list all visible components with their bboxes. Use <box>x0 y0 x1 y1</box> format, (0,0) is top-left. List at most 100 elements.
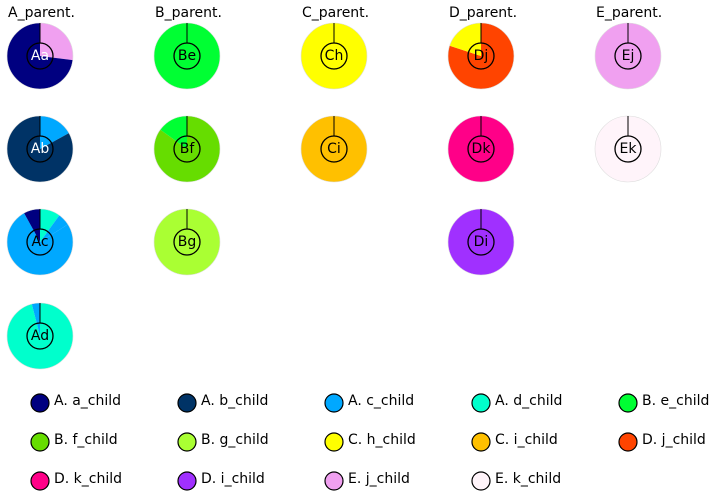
pie-slice <box>449 23 481 56</box>
legend-item: B. f_child <box>30 432 118 452</box>
legend-item: D. k_child <box>30 471 122 491</box>
legend-swatch <box>618 393 638 413</box>
legend-swatch <box>177 471 197 491</box>
pie-label: Ad <box>31 328 49 344</box>
pie-center-ring <box>320 42 348 70</box>
legend-label: A. d_child <box>495 393 562 409</box>
legend-item: C. i_child <box>471 432 558 452</box>
pie-ch: Ch <box>300 22 368 90</box>
pie-slice <box>31 303 40 336</box>
pie-center-ring <box>26 135 54 163</box>
legend-swatch <box>177 393 197 413</box>
legend-swatch <box>30 393 50 413</box>
legend-label: A. a_child <box>54 393 121 409</box>
pie-label: Dk <box>472 141 492 157</box>
legend-label: E. k_child <box>495 471 561 487</box>
legend-label: B. f_child <box>54 432 118 448</box>
pie-slice <box>153 116 220 182</box>
legend-swatch <box>177 432 197 452</box>
legend-item: A. d_child <box>471 393 562 413</box>
legend-label: D. j_child <box>642 432 706 448</box>
pie-center-ring <box>614 42 642 70</box>
pie-center-ring <box>173 42 201 70</box>
legend-item: E. j_child <box>324 471 410 491</box>
pie-be: Be <box>153 22 221 90</box>
pie-slice <box>595 23 661 89</box>
legend-swatch <box>324 393 344 413</box>
pie-slice <box>595 116 661 182</box>
column-title: C_parent. <box>302 5 369 21</box>
pie-slice <box>301 23 367 89</box>
column-title: B_parent. <box>155 5 222 21</box>
column-title: A_parent. <box>8 5 75 21</box>
pie-center-ring <box>467 135 495 163</box>
pie-label: Bf <box>180 141 196 157</box>
pie-slice <box>40 209 60 242</box>
legend-label: B. e_child <box>642 393 709 409</box>
pie-label: Ci <box>327 141 341 157</box>
legend-swatch <box>30 471 50 491</box>
pie-center-ring <box>467 228 495 256</box>
pie-aa: Aa <box>6 22 74 90</box>
legend-label: D. k_child <box>54 471 122 487</box>
pie-slice <box>7 116 74 182</box>
pie-label: Bg <box>178 234 197 250</box>
pie-bf: Bf <box>153 115 221 183</box>
legend-swatch <box>471 432 491 452</box>
pie-label: Dj <box>474 48 489 64</box>
pie-slice <box>7 303 74 369</box>
legend-swatch <box>471 393 491 413</box>
legend-item: A. b_child <box>177 393 268 413</box>
pie-center-ring <box>26 42 54 70</box>
pie-label: Di <box>474 234 489 250</box>
pie-slice <box>40 215 68 242</box>
pie-slice <box>7 23 73 89</box>
legend-label: C. i_child <box>495 432 558 448</box>
legend-label: E. j_child <box>348 471 410 487</box>
pie-ad: Ad <box>6 302 74 370</box>
pie-slice <box>160 116 187 149</box>
legend-swatch <box>618 432 638 452</box>
legend-item: B. g_child <box>177 432 269 452</box>
legend-swatch <box>324 471 344 491</box>
legend-swatch <box>324 432 344 452</box>
legend-label: A. b_child <box>201 393 268 409</box>
column-title: E_parent. <box>596 5 662 21</box>
pie-label: Ej <box>622 48 635 64</box>
pie-center-ring <box>173 135 201 163</box>
pie-label: Ek <box>620 141 638 157</box>
pie-di: Di <box>447 208 515 276</box>
pie-dj: Dj <box>447 22 515 90</box>
pie-label: Aa <box>31 48 49 64</box>
pie-slice <box>448 116 514 182</box>
pie-center-ring <box>614 135 642 163</box>
pie-ab: Ab <box>6 115 74 183</box>
legend-swatch <box>30 432 50 452</box>
legend-label: D. i_child <box>201 471 265 487</box>
legend-label: B. g_child <box>201 432 269 448</box>
pie-dk: Dk <box>447 115 515 183</box>
pie-slice <box>154 209 220 275</box>
pie-slice <box>448 209 514 275</box>
pie-label: Ac <box>31 234 48 250</box>
legend-swatch <box>471 471 491 491</box>
legend-item: A. a_child <box>30 393 121 413</box>
column-title: D_parent. <box>449 5 517 21</box>
legend-item: E. k_child <box>471 471 561 491</box>
pie-center-ring <box>173 228 201 256</box>
pie-center-ring <box>26 322 54 350</box>
pie-slice <box>40 23 74 61</box>
pie-ac: Ac <box>6 208 74 276</box>
pie-label: Be <box>178 48 196 64</box>
pie-center-ring <box>26 228 54 256</box>
pie-ci: Ci <box>300 115 368 183</box>
pie-slice <box>24 209 40 242</box>
pie-label: Ch <box>325 48 344 64</box>
legend-label: C. h_child <box>348 432 416 448</box>
legend-item: A. c_child <box>324 393 414 413</box>
pie-center-ring <box>467 42 495 70</box>
pie-center-ring <box>320 135 348 163</box>
pie-label: Ab <box>31 141 50 157</box>
pie-slice <box>6 213 73 275</box>
